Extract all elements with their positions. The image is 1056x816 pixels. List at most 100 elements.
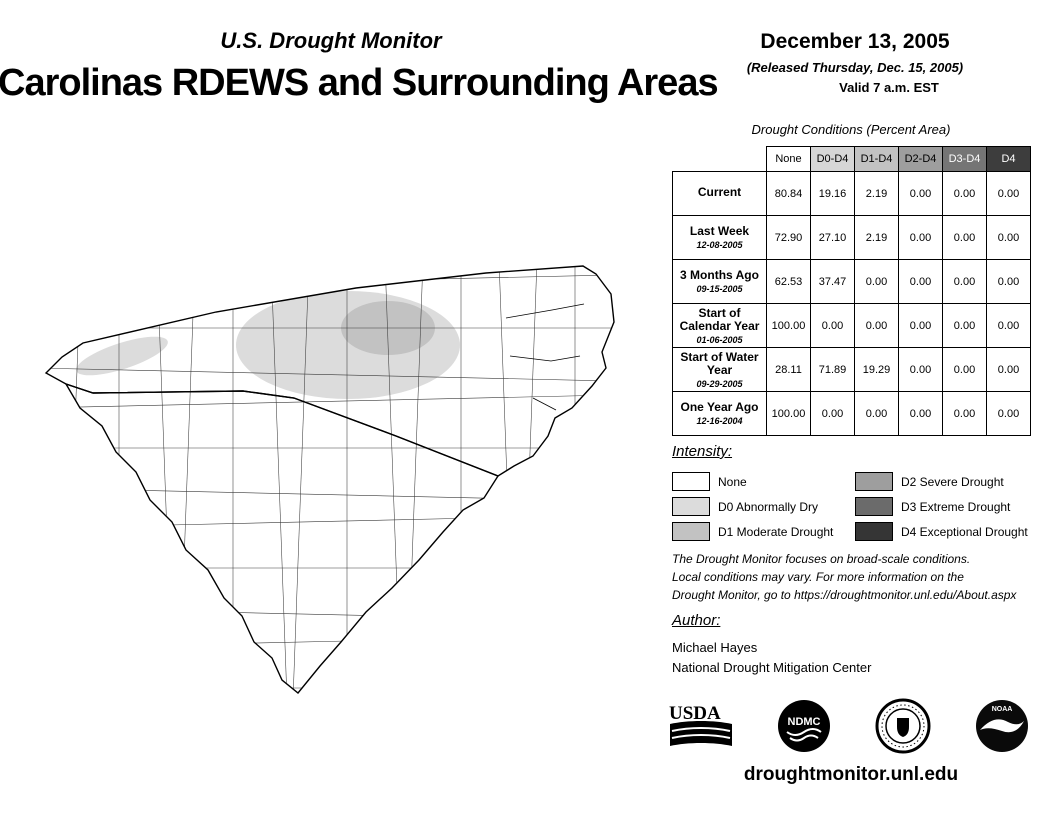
monitor-title: U.S. Drought Monitor bbox=[220, 28, 442, 53]
table-cell: 0.00 bbox=[986, 391, 1031, 436]
table-cell: 0.00 bbox=[810, 303, 855, 348]
table-cell: 37.47 bbox=[810, 259, 855, 304]
table-corner-cell bbox=[672, 146, 767, 172]
row-label: Current bbox=[697, 185, 742, 199]
table-cell: 0.00 bbox=[942, 347, 987, 392]
table-cell: 19.29 bbox=[854, 347, 899, 392]
table-row: Last Week 12-08-2005 72.90 27.10 2.19 0.… bbox=[672, 215, 1031, 260]
footer-url: droughtmonitor.unl.edu bbox=[743, 764, 959, 785]
row-date: 12-08-2005 bbox=[696, 240, 743, 250]
row-label: Start of Calendar Year bbox=[679, 305, 760, 333]
table-cell: 0.00 bbox=[986, 171, 1031, 216]
legend-label: D3 Extreme Drought bbox=[901, 499, 1011, 514]
carolinas-map bbox=[44, 265, 615, 694]
row-label: One Year Ago bbox=[680, 400, 759, 414]
usda-text: USDA bbox=[669, 703, 721, 724]
ndmc-text: NDMC bbox=[788, 716, 821, 728]
coastal-detail bbox=[505, 303, 585, 411]
disclaimer-line: The Drought Monitor focuses on broad-sca… bbox=[672, 552, 971, 566]
legend-swatch-d3 bbox=[855, 497, 893, 516]
legend-label: None bbox=[718, 474, 747, 489]
table-cell: 27.10 bbox=[810, 215, 855, 260]
table-cell: 0.00 bbox=[986, 347, 1031, 392]
col-header-d3d4: D3-D4 bbox=[942, 146, 987, 172]
author-heading: Author: bbox=[672, 612, 721, 629]
table-cell: 0.00 bbox=[942, 215, 987, 260]
report-date: December 13, 2005 bbox=[760, 30, 950, 53]
table-cell: 0.00 bbox=[854, 391, 899, 436]
row-date: 01-06-2005 bbox=[696, 334, 743, 345]
drought-conditions-table: None D0-D4 D1-D4 D2-D4 D3-D4 D4 Current … bbox=[672, 146, 1031, 436]
row-date: 09-15-2005 bbox=[696, 284, 743, 294]
date-block: December 13, 2005 (Released Thursday, De… bbox=[695, 30, 1015, 95]
disclaimer-line: Drought Monitor, go to https://droughtmo… bbox=[672, 588, 1017, 602]
legend-label: D2 Severe Drought bbox=[901, 474, 1004, 489]
author-name: Michael Hayes bbox=[672, 640, 758, 655]
table-cell: 28.11 bbox=[766, 347, 811, 392]
legend-title: Intensity: bbox=[672, 443, 733, 460]
table-title: Drought Conditions (Percent Area) bbox=[751, 122, 951, 137]
col-header-d1d4: D1-D4 bbox=[854, 146, 899, 172]
legend-label: D1 Moderate Drought bbox=[718, 524, 834, 539]
ndmc-logo: NDMC bbox=[778, 700, 831, 752]
table-row: Start of Calendar Year 01-06-2005 100.00… bbox=[672, 303, 1031, 348]
legend-item-d3: D3 Extreme Drought bbox=[855, 497, 1040, 516]
legend-swatch-d2 bbox=[855, 472, 893, 491]
table-cell: 0.00 bbox=[854, 303, 899, 348]
disclaimer: The Drought Monitor focuses on broad-sca… bbox=[672, 550, 1016, 604]
table-row: Current 80.84 19.16 2.19 0.00 0.00 0.00 bbox=[672, 171, 1031, 216]
valid-time: Valid 7 a.m. EST bbox=[839, 80, 939, 95]
table-cell: 0.00 bbox=[986, 215, 1031, 260]
legend-label: D0 Abnormally Dry bbox=[718, 499, 819, 514]
row-label: Last Week bbox=[689, 224, 750, 238]
table-cell: 0.00 bbox=[942, 171, 987, 216]
legend-item-d2: D2 Severe Drought bbox=[855, 472, 1040, 491]
table-cell: 0.00 bbox=[898, 259, 943, 304]
release-date: (Released Thursday, Dec. 15, 2005) bbox=[746, 60, 964, 75]
usda-logo: USDA bbox=[669, 703, 732, 746]
table-cell: 0.00 bbox=[898, 303, 943, 348]
table-cell: 0.00 bbox=[942, 391, 987, 436]
legend-swatch-none bbox=[672, 472, 710, 491]
table-cell: 0.00 bbox=[898, 215, 943, 260]
drought-areas bbox=[76, 291, 460, 399]
row-date: 12-16-2004 bbox=[696, 416, 743, 426]
table-row: One Year Ago 12-16-2004 100.00 0.00 0.00… bbox=[672, 391, 1031, 436]
agency-logos: USDA NDMC NOAA bbox=[668, 698, 1030, 754]
author-section: Author: Michael Hayes National Drought M… bbox=[672, 612, 871, 675]
table-cell: 100.00 bbox=[766, 303, 811, 348]
legend-label: D4 Exceptional Drought bbox=[901, 524, 1028, 539]
d0-drought-area-west bbox=[76, 336, 168, 376]
table-cell: 0.00 bbox=[986, 303, 1031, 348]
table-cell: 0.00 bbox=[942, 303, 987, 348]
col-header-d2d4: D2-D4 bbox=[898, 146, 943, 172]
author-organization: National Drought Mitigation Center bbox=[672, 660, 872, 675]
table-cell: 2.19 bbox=[854, 171, 899, 216]
legend-swatch-d4 bbox=[855, 522, 893, 541]
row-label: 3 Months Ago bbox=[680, 268, 759, 282]
table-cell: 19.16 bbox=[810, 171, 855, 216]
table-header-row: None D0-D4 D1-D4 D2-D4 D3-D4 D4 bbox=[672, 146, 1031, 172]
row-label: Start of Water Year bbox=[680, 349, 759, 377]
region-title: Carolinas RDEWS and Surrounding Areas bbox=[0, 62, 719, 104]
col-header-none: None bbox=[766, 146, 811, 172]
legend-swatch-d1 bbox=[672, 522, 710, 541]
table-row: 3 Months Ago 09-15-2005 62.53 37.47 0.00… bbox=[672, 259, 1031, 304]
table-row: Start of Water Year 09-29-2005 28.11 71.… bbox=[672, 347, 1031, 392]
col-header-d0d4: D0-D4 bbox=[810, 146, 855, 172]
col-header-d4: D4 bbox=[986, 146, 1031, 172]
legend-item-d4: D4 Exceptional Drought bbox=[855, 522, 1040, 541]
disclaimer-line: Local conditions may vary. For more info… bbox=[672, 570, 964, 584]
legend-item-d0: D0 Abnormally Dry bbox=[672, 497, 855, 516]
table-cell: 0.00 bbox=[854, 259, 899, 304]
table-cell: 0.00 bbox=[898, 347, 943, 392]
table-cell: 71.89 bbox=[810, 347, 855, 392]
table-cell: 0.00 bbox=[898, 171, 943, 216]
legend-item-none: None bbox=[672, 472, 855, 491]
table-cell: 62.53 bbox=[766, 259, 811, 304]
table-cell: 80.84 bbox=[766, 171, 811, 216]
table-cell: 0.00 bbox=[898, 391, 943, 436]
intensity-legend: Intensity: None D0 Abnormally Dry D1 Mod… bbox=[672, 443, 1040, 544]
table-cell: 0.00 bbox=[986, 259, 1031, 304]
